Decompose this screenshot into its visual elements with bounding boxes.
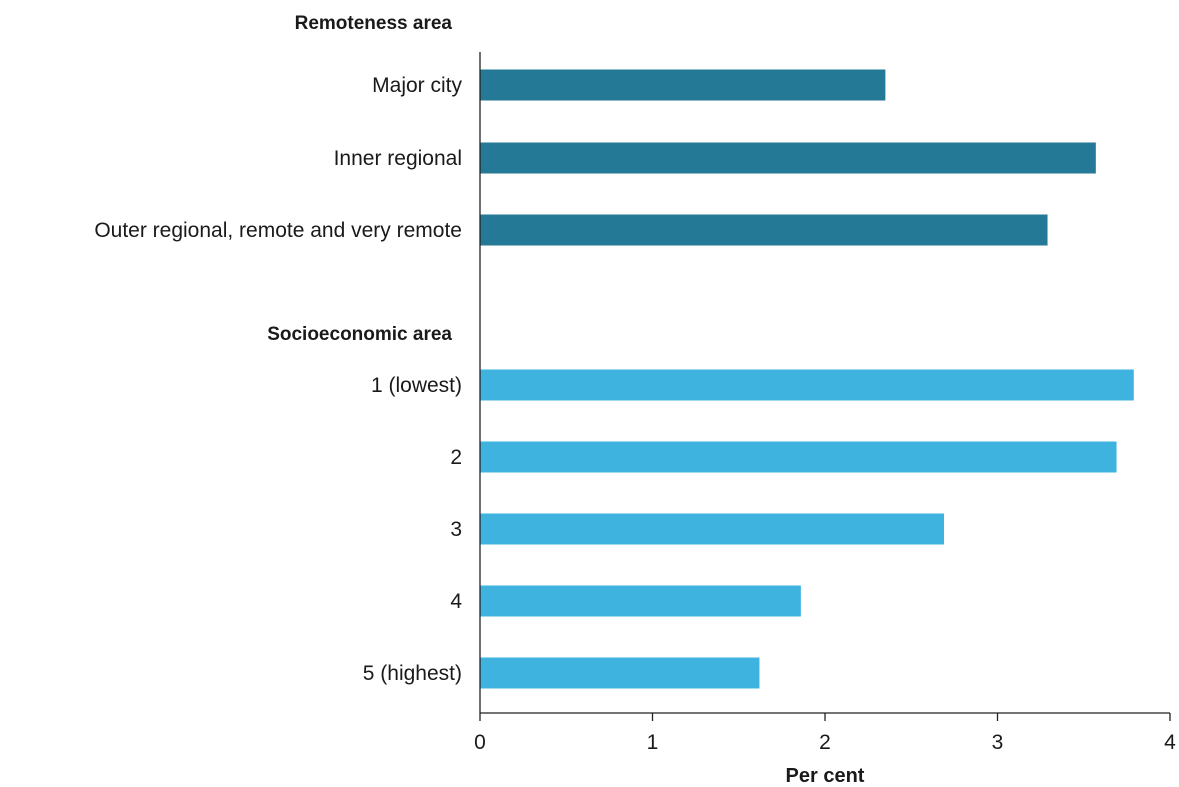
category-label-1-0: 1 (lowest) [371,374,462,397]
x-axis-ticks: 0 1 2 3 4 [474,713,1176,754]
x-tick-label-0: 0 [474,731,486,754]
bars [480,69,1134,689]
x-axis-title: Per cent [786,765,865,787]
x-tick-label-3: 3 [992,731,1004,754]
category-label-0-1: Inner regional [334,147,462,170]
bar-1-3 [480,585,801,617]
bar-0-2 [480,214,1048,246]
x-tick-label-4: 4 [1164,731,1176,754]
bar-0-0 [480,69,886,101]
bar-1-0 [480,369,1134,401]
x-tick-label-2: 2 [819,731,831,754]
x-tick-label-1: 1 [647,731,659,754]
bar-0-1 [480,142,1096,174]
category-label-1-1: 2 [450,446,462,469]
category-label-1-4: 5 (highest) [363,662,462,685]
category-label-0-0: Major city [372,74,462,97]
category-labels: Remoteness area Major city Inner regional O… [94,13,462,685]
group-header-0: Remoteness area [295,13,453,34]
category-label-1-2: 3 [450,518,462,541]
bar-1-1 [480,441,1117,473]
category-label-1-3: 4 [450,590,462,613]
category-label-0-2: Outer regional, remote and very remote [94,219,462,242]
bar-1-4 [480,657,760,689]
group-header-1: Socioeconomic area [267,324,452,345]
bar-1-2 [480,513,945,545]
